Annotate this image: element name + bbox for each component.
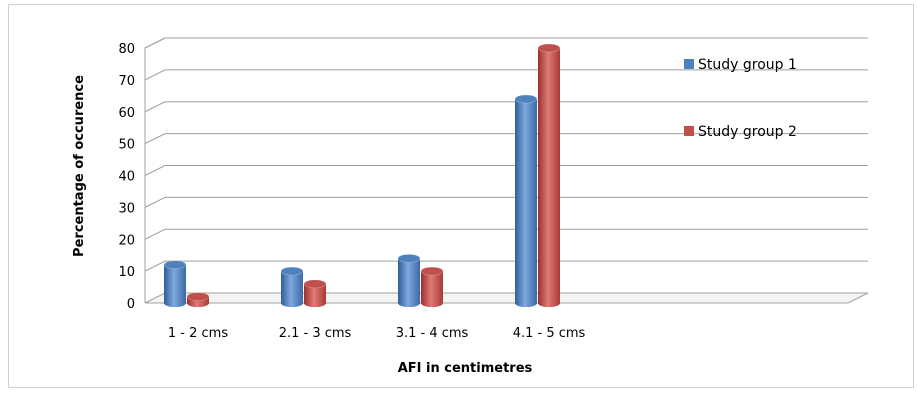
bar (397, 254, 421, 307)
gridline (144, 228, 868, 240)
bar (280, 266, 304, 307)
legend-item: Study group 1 (684, 57, 797, 73)
legend: Study group 1 Study group 2 (684, 57, 797, 140)
chart-frame (8, 4, 914, 388)
x-axis-ticks: 1 - 2 cms 2.1 - 3 cms 3.1 - 4 cms 4.1 - 5 c… (168, 326, 586, 341)
y-tick-label: 20 (118, 233, 135, 248)
gridline (144, 165, 868, 176)
legend-label: Study group 1 (698, 57, 797, 73)
legend-swatch (684, 59, 694, 69)
gridline (144, 101, 868, 113)
y-tick-label: 70 (118, 74, 135, 89)
x-tick-label: 4.1 - 5 cms (513, 326, 586, 341)
y-tick-label: 80 (118, 42, 135, 57)
y-tick-label: 40 (118, 170, 135, 185)
gridline (144, 260, 868, 272)
gridline (144, 196, 868, 208)
x-tick-label: 1 - 2 cms (168, 326, 228, 341)
legend-label: Study group 2 (698, 124, 797, 140)
bar (537, 43, 561, 307)
legend-item: Study group 2 (684, 124, 797, 140)
bar (303, 279, 327, 307)
gridline (144, 37, 868, 49)
y-tick-label: 0 (127, 297, 135, 312)
gridlines (144, 37, 869, 304)
x-axis-title: AFI in centimetres (398, 361, 533, 376)
x-tick-label: 2.1 - 3 cms (279, 326, 352, 341)
y-tick-label: 10 (118, 265, 135, 280)
bar (514, 94, 538, 307)
y-tick-label: 30 (118, 201, 135, 216)
y-tick-label: 60 (118, 106, 135, 121)
bar (420, 266, 444, 307)
x-tick-label: 3.1 - 4 cms (396, 326, 469, 341)
chart-floor (144, 292, 869, 304)
legend-swatch (684, 126, 694, 136)
bar (163, 260, 187, 307)
y-axis-ticks: 0 10 20 30 40 50 60 70 80 (118, 42, 135, 312)
gridline (144, 133, 868, 145)
bar (186, 292, 210, 307)
bars (163, 43, 561, 307)
y-axis-title: Percentage of occurence (72, 75, 87, 257)
gridline (144, 69, 868, 81)
y-tick-label: 50 (118, 138, 135, 153)
